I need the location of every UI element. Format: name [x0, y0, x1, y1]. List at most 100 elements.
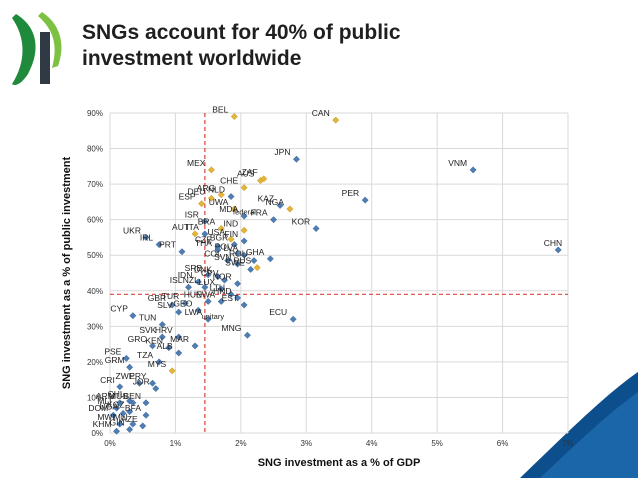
data-point-hnd — [234, 294, 242, 302]
point-label: CRI — [100, 375, 115, 385]
page-title-line-1: SNGs account for 40% of public — [82, 21, 401, 44]
x-tick-label: 7% — [562, 439, 574, 448]
data-point-chn — [554, 246, 562, 254]
point-label: NLD — [208, 185, 225, 195]
data-point-slv — [175, 308, 183, 316]
point-label: AUT — [172, 222, 189, 232]
data-point-esp — [198, 200, 206, 208]
point-label: CZE — [195, 234, 212, 244]
point-label: VNM — [448, 158, 467, 168]
grid-layer — [109, 112, 569, 434]
y-tick-label: 40% — [87, 287, 103, 296]
data-point-kor — [312, 225, 320, 233]
point-label: RUS — [233, 256, 251, 266]
data-point-swe — [247, 265, 255, 273]
x-tick-label: 1% — [170, 439, 182, 448]
point-label: FIN — [224, 229, 238, 239]
data-point-deu — [207, 194, 215, 202]
data-point-cri — [116, 383, 124, 391]
data-point-geo — [194, 306, 202, 314]
point-label: PER — [342, 188, 359, 198]
point-label: BGR — [210, 233, 228, 243]
point-label: ECU — [269, 307, 287, 317]
data-point-grm — [126, 363, 134, 371]
data-point-svn — [234, 260, 242, 268]
data-point-tha — [214, 246, 222, 254]
point-label: PSE — [104, 346, 121, 356]
point-label: SVK — [139, 325, 156, 335]
data-point-ind — [240, 226, 248, 234]
point-label: KGZ — [107, 400, 124, 410]
x-tick-label: 6% — [497, 439, 509, 448]
data-point-hun — [204, 297, 212, 305]
point-label: MNG — [222, 323, 242, 333]
point-label: NOR — [213, 272, 232, 282]
point-label: TUR — [162, 291, 179, 301]
point-label: KOR — [292, 217, 310, 227]
data-point-jor — [152, 385, 160, 393]
data-point-irl — [155, 241, 163, 249]
data-point-kgz — [126, 408, 134, 416]
y-tick-label: 70% — [87, 180, 103, 189]
point-label: MUS — [109, 391, 128, 401]
x-tick-label: 3% — [301, 439, 313, 448]
point-label: ESP — [179, 192, 196, 202]
point-label: ISL — [170, 275, 183, 285]
y-tick-label: 30% — [87, 322, 103, 331]
data-point-prt — [178, 248, 186, 256]
point-label: HUN — [184, 289, 202, 299]
point-label: UKR — [123, 225, 141, 235]
data-point-bel — [230, 113, 238, 121]
y-axis-title: SNG investment as a % of public investme… — [61, 157, 73, 390]
point-label: KEN — [145, 336, 162, 346]
y-tick-label: 10% — [87, 393, 103, 402]
data-point-dom — [109, 411, 117, 419]
reference-lines — [110, 113, 568, 433]
point-label: TZA — [137, 350, 153, 360]
data-point-col — [224, 257, 232, 265]
data-points — [109, 113, 562, 435]
point-label: FRA — [251, 208, 268, 218]
point-label: GHA — [246, 247, 265, 257]
point-label: BRA — [198, 217, 216, 227]
data-point-bfa — [142, 411, 150, 419]
annotation-federal: federal — [233, 207, 256, 216]
page-title: SNGs account for 40% of public investmen… — [82, 20, 552, 72]
x-axis-title: SNG investment as a % of GDP — [258, 457, 421, 469]
point-label: JOR — [133, 377, 150, 387]
point-label: HND — [213, 286, 231, 296]
point-label: ARM — [96, 391, 115, 401]
data-point-rus — [253, 264, 261, 272]
point-label: ARG — [197, 183, 215, 193]
data-point-zaf — [260, 175, 268, 183]
y-tick-label: 90% — [87, 109, 103, 118]
point-label: CPV — [201, 268, 219, 278]
data-point-alb — [175, 349, 183, 357]
data-point-gin — [126, 425, 134, 433]
data-point-cyp — [129, 312, 137, 320]
data-point-ita — [201, 230, 209, 238]
point-label: DOM — [88, 403, 108, 413]
point-label: IDN — [178, 270, 193, 280]
point-label: IRL — [140, 233, 154, 243]
data-point-fin — [240, 237, 248, 245]
data-point-pry — [149, 379, 157, 387]
data-point-ukr — [142, 233, 150, 241]
data-point-mar — [191, 342, 199, 350]
point-label: KAZ — [258, 193, 275, 203]
data-point-lux — [217, 285, 225, 293]
data-point-bra — [217, 225, 225, 233]
data-point-isr — [201, 217, 209, 225]
data-point-lwa — [204, 315, 212, 323]
point-label: BEN — [124, 391, 141, 401]
point-label: ALB — [157, 341, 173, 351]
point-label: LUX — [199, 277, 216, 287]
point-label: ROU — [229, 249, 248, 259]
data-point-mus — [129, 399, 137, 407]
data-point-mda — [240, 212, 248, 220]
data-point-can — [332, 116, 340, 124]
point-label: CYP — [110, 304, 128, 314]
